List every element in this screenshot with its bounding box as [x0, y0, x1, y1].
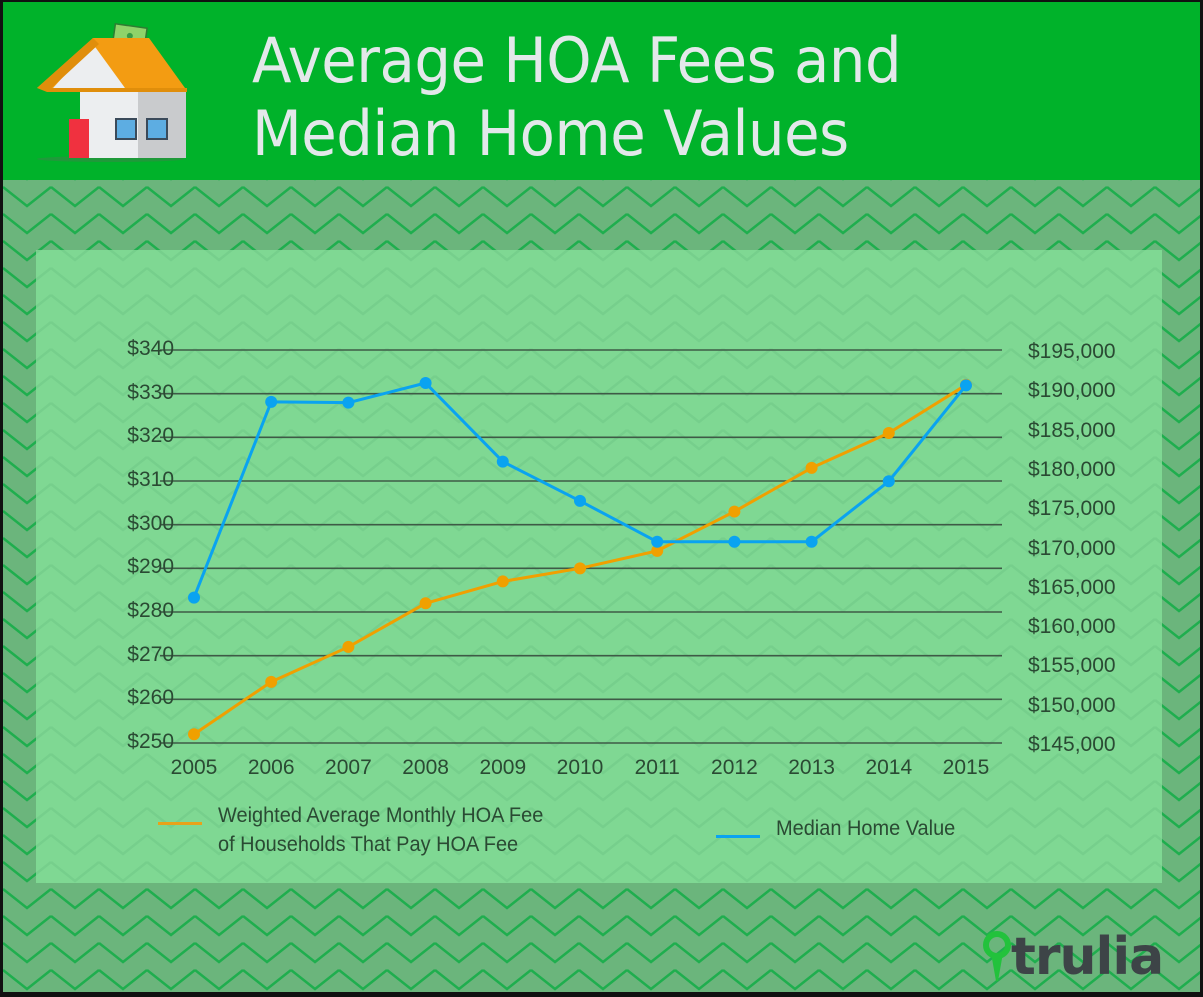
data-point [265, 395, 278, 408]
legend-label: Weighted Average Monthly HOA Fee of Hous… [218, 804, 544, 856]
title-line-2: Median Home Values [252, 97, 849, 170]
data-point [805, 535, 818, 548]
y-tick-label-right: $160,000 [1028, 615, 1116, 639]
y-tick-label-left: $300 [127, 511, 174, 535]
data-point [496, 575, 509, 588]
data-point [651, 535, 664, 548]
data-point [419, 597, 432, 610]
y-tick-label-right: $150,000 [1028, 693, 1116, 717]
data-point [188, 591, 200, 604]
logo-text: trulia [1011, 927, 1164, 987]
infographic: $ Average HOA Fees and Median Home Value… [3, 2, 1200, 992]
legend-item-hoa-fee: Weighted Average Monthly HOA Fee of Hous… [158, 801, 560, 859]
legend-swatch-orange [158, 822, 202, 825]
y-tick-label-left: $250 [127, 730, 174, 753]
x-tick-label: 2015 [942, 756, 990, 779]
page-title: Average HOA Fees and Median Home Values [252, 24, 902, 170]
y-tick-label-right: $180,000 [1028, 457, 1116, 481]
y-tick-label-left: $340 [127, 337, 174, 360]
data-point [342, 640, 355, 653]
y-tick-label-right: $190,000 [1028, 379, 1116, 403]
line-chart [160, 349, 1002, 744]
data-point [651, 544, 664, 557]
y-tick-label-right: $185,000 [1028, 418, 1116, 442]
x-tick-label: 2010 [556, 756, 604, 779]
y-tick-label-right: $170,000 [1028, 536, 1116, 560]
trulia-logo: trulia [983, 927, 1164, 987]
data-point [728, 535, 741, 548]
data-point [882, 426, 895, 439]
x-tick-label: 2009 [479, 756, 527, 779]
legend-swatch-blue [716, 835, 760, 838]
x-tick-label: 2007 [325, 756, 372, 779]
data-point [496, 455, 509, 468]
map-pin-icon [983, 931, 1011, 981]
x-tick-label: 2012 [711, 756, 758, 779]
y-tick-label-right: $165,000 [1028, 575, 1116, 599]
legend-label: Median Home Value [776, 817, 956, 840]
x-tick-label: 2011 [634, 756, 680, 779]
y-tick-label-left: $260 [127, 686, 174, 710]
y-tick-label-left: $330 [127, 380, 174, 404]
data-point [882, 475, 895, 488]
y-tick-label-left: $270 [127, 642, 174, 666]
house-with-money-icon: $ [37, 22, 187, 162]
data-point [188, 728, 200, 741]
x-tick-label: 2013 [788, 756, 835, 779]
x-tick-label: 2008 [402, 756, 449, 779]
data-point [342, 396, 355, 409]
y-tick-label-right: $195,000 [1028, 340, 1116, 363]
y-tick-label-right: $175,000 [1028, 497, 1116, 521]
y-tick-label-left: $290 [127, 555, 174, 579]
header-banner: $ Average HOA Fees and Median Home Value… [3, 2, 1200, 180]
data-point [265, 675, 278, 688]
data-point [960, 379, 972, 392]
legend-item-home-value: Median Home Value [716, 814, 965, 843]
x-tick-label: 2005 [170, 756, 218, 779]
data-point [574, 494, 586, 507]
y-tick-label-left: $280 [127, 599, 174, 622]
x-tick-label: 2014 [865, 756, 913, 779]
title-line-1: Average HOA Fees and [252, 24, 902, 97]
data-point [419, 377, 432, 390]
y-tick-label-left: $320 [127, 424, 174, 448]
data-point [805, 461, 818, 474]
data-point [728, 505, 741, 518]
x-tick-label: 2006 [247, 756, 295, 779]
chart-panel: $340 $330 $320 $310 $300 $290 $280 $270 $260 $250… [36, 250, 1162, 883]
data-point [574, 562, 586, 575]
y-tick-label-left: $310 [127, 468, 174, 491]
panel-zigzag [36, 250, 1162, 883]
y-tick-label-right: $155,000 [1028, 654, 1116, 678]
y-tick-label-right: $145,000 [1028, 733, 1116, 756]
